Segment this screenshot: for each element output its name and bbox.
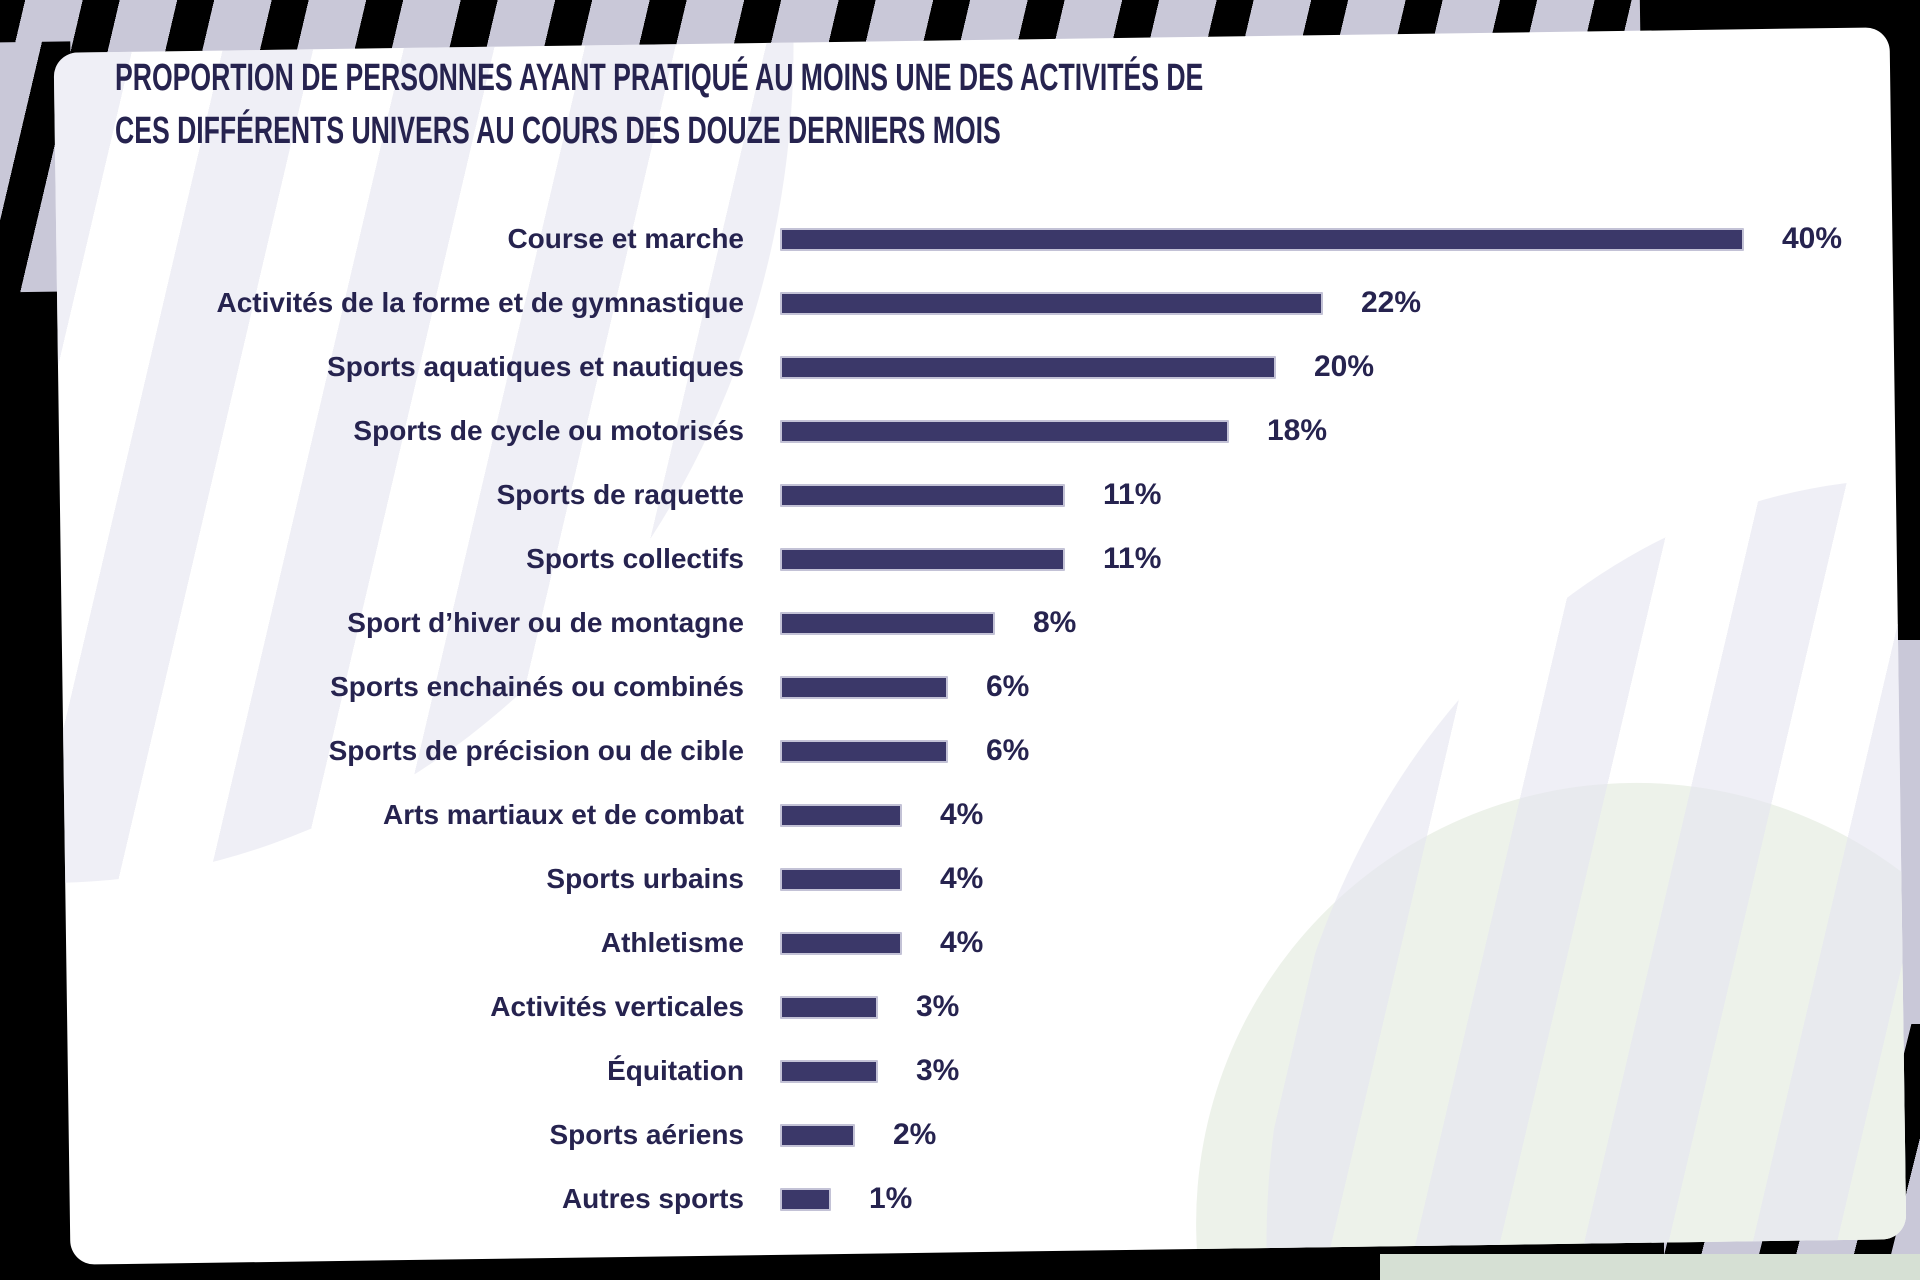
chart-row: Sports collectifs 11% <box>92 527 1898 591</box>
category-label: Sports de raquette <box>496 479 744 510</box>
category-label: Autres sports <box>561 1183 744 1214</box>
chart-row: Arts martiaux et de combat 4% <box>92 783 1898 847</box>
value-label: 6% <box>986 734 1030 767</box>
category-label: Sport d’hiver ou de montagne <box>347 607 744 638</box>
value-label: 22% <box>1361 286 1422 319</box>
bar <box>780 1123 855 1147</box>
chart-row: Sport d’hiver ou de montagne 8% <box>92 591 1898 655</box>
bar <box>780 547 1065 571</box>
bar <box>780 611 995 635</box>
bar <box>780 995 878 1019</box>
bar <box>780 355 1276 379</box>
value-label: 1% <box>869 1182 913 1215</box>
value-label: 11% <box>1103 478 1162 511</box>
value-label: 20% <box>1314 350 1375 383</box>
category-label: Équitation <box>607 1055 744 1086</box>
value-label: 3% <box>916 1054 960 1087</box>
value-label: 8% <box>1033 606 1077 639</box>
category-label: Activités verticales <box>490 991 744 1022</box>
bar-chart: Course et marche 40% Activités de la forme… <box>92 207 1898 1231</box>
bar <box>780 675 948 699</box>
category-label: Sports aériens <box>549 1119 744 1150</box>
green-band-decoration-bottom <box>1380 1254 1920 1280</box>
value-label: 11% <box>1103 542 1162 575</box>
bar <box>780 931 902 955</box>
chart-row: Athletisme 4% <box>92 911 1898 975</box>
bar <box>780 867 902 891</box>
value-label: 4% <box>940 926 984 959</box>
category-label: Sports de cycle ou motorisés <box>353 415 744 446</box>
chart-row: Sports aériens 2% <box>92 1103 1898 1167</box>
chart-row: Équitation 3% <box>92 1039 1898 1103</box>
page-title-line-1: PROPORTION DE PERSONNES AYANT PRATIQUÉ A… <box>115 57 1204 99</box>
category-label: Activités de la forme et de gymnastique <box>216 287 745 318</box>
chart-row: Autres sports 1% <box>92 1167 1898 1231</box>
value-label: 18% <box>1267 414 1328 447</box>
category-label: Sports collectifs <box>526 543 744 574</box>
bar <box>780 1059 878 1083</box>
chart-row: Sports enchainés ou combinés 6% <box>92 655 1898 719</box>
chart-row: Activités de la forme et de gymnastique 2… <box>92 271 1898 335</box>
chart-row: Sports urbains 4% <box>92 847 1898 911</box>
bar <box>780 419 1229 443</box>
chart-row: Sports de raquette 11% <box>92 463 1898 527</box>
value-label: 2% <box>893 1118 937 1151</box>
category-label: Course et marche <box>507 223 744 254</box>
chart-row: Sports aquatiques et nautiques 20% <box>92 335 1898 399</box>
value-label: 40% <box>1782 222 1843 255</box>
category-label: Arts martiaux et de combat <box>383 799 744 830</box>
chart-row: Sports de cycle ou motorisés 18% <box>92 399 1898 463</box>
page-title: PROPORTION DE PERSONNES AYANT PRATIQUÉ A… <box>115 52 1898 158</box>
value-label: 3% <box>916 990 960 1023</box>
chart-row: Activités verticales 3% <box>92 975 1898 1039</box>
category-label: Sports aquatiques et nautiques <box>327 351 744 382</box>
bar <box>780 227 1744 251</box>
value-label: 4% <box>940 862 984 895</box>
bar <box>780 1187 831 1211</box>
value-label: 4% <box>940 798 984 831</box>
category-label: Athletisme <box>600 927 744 958</box>
chart-area: PROPORTION DE PERSONNES AYANT PRATIQUÉ A… <box>62 40 1898 1252</box>
bar <box>780 483 1065 507</box>
page-title-line-2: CES DIFFÉRENTS UNIVERS AU COURS DES DOUZ… <box>115 110 1001 152</box>
bar <box>780 291 1323 315</box>
category-label: Sports de précision ou de cible <box>328 735 744 766</box>
bar <box>780 739 948 763</box>
bar <box>780 803 902 827</box>
chart-row: Sports de précision ou de cible 6% <box>92 719 1898 783</box>
category-label: Sports urbains <box>546 863 744 894</box>
chart-row: Course et marche 40% <box>92 207 1898 271</box>
category-label: Sports enchainés ou combinés <box>330 671 744 702</box>
value-label: 6% <box>986 670 1030 703</box>
